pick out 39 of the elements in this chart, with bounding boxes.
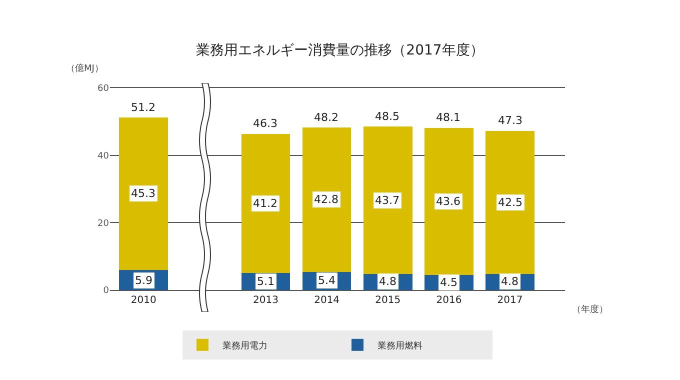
bar <box>241 134 290 273</box>
total-label: 47.3 <box>498 114 522 127</box>
bar <box>424 128 474 275</box>
data-label: 43.6 <box>436 195 460 208</box>
data-label: 43.7 <box>375 194 400 207</box>
x-tick-label: 2016 <box>436 295 462 306</box>
bar <box>302 128 352 272</box>
total-label: 48.1 <box>436 111 460 124</box>
x-tick-label: 2014 <box>314 295 340 306</box>
total-label: 48.5 <box>375 110 400 123</box>
bar <box>486 130 534 274</box>
data-label: 5.9 <box>135 274 152 287</box>
data-label: 5.4 <box>318 274 336 287</box>
data-label: 45.3 <box>131 187 156 200</box>
data-label: 42.8 <box>314 193 338 206</box>
y-tick-label: 60 <box>98 84 110 94</box>
data-label: 41.2 <box>253 197 278 210</box>
total-label: 51.2 <box>131 101 156 114</box>
data-label: 4.8 <box>379 275 396 288</box>
y-tick-label: 40 <box>98 151 110 162</box>
bar <box>119 118 168 270</box>
y-tick-label: 0 <box>103 286 110 296</box>
x-tick-label: 2013 <box>253 295 278 306</box>
y-tick-label: 20 <box>98 218 110 229</box>
data-label: 4.8 <box>501 275 518 288</box>
legend-label: 業務用電力 <box>222 340 268 352</box>
legend-label: 業務用燃料 <box>378 340 422 352</box>
x-tick-label: 2015 <box>375 295 401 306</box>
x-axis-title: （年度） <box>572 304 608 315</box>
chart-title: 業務用エネルギー消費量の推移（2017年度） <box>196 42 484 58</box>
data-label: 4.5 <box>440 276 458 289</box>
x-tick-label: 2010 <box>130 295 156 306</box>
data-label: 42.5 <box>498 196 522 209</box>
y-axis-title: （億MJ） <box>66 63 104 74</box>
total-label: 48.2 <box>314 111 338 124</box>
total-label: 46.3 <box>253 117 278 130</box>
bar <box>363 126 412 274</box>
data-label: 5.1 <box>257 275 274 288</box>
x-tick-label: 2017 <box>497 295 523 306</box>
